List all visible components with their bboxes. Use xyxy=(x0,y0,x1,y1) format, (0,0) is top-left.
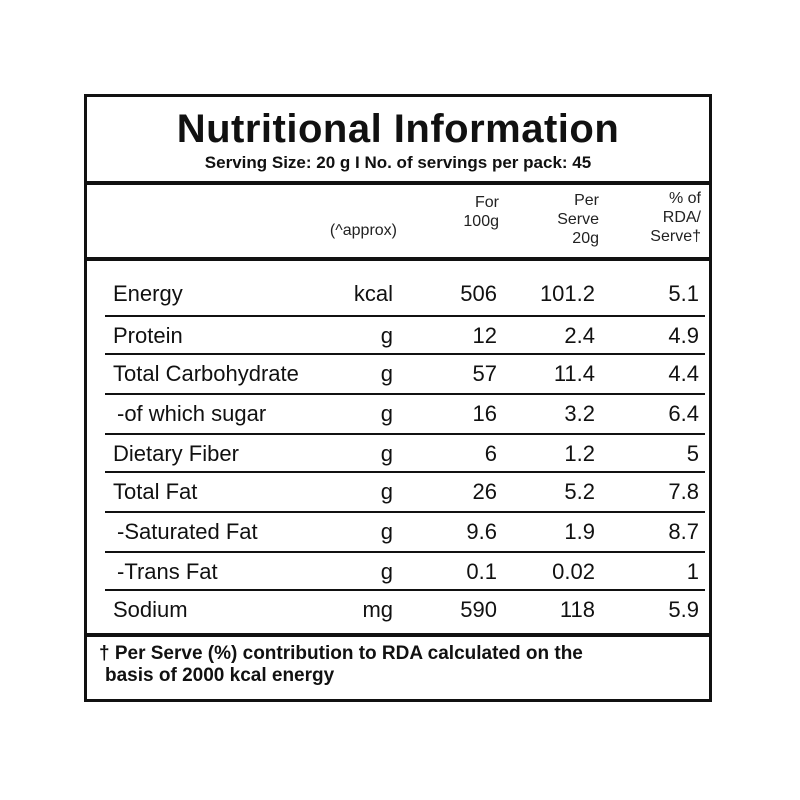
value-rda-percent: 4.4 xyxy=(668,361,699,386)
nutrient-unit: g xyxy=(380,401,393,426)
row-divider xyxy=(105,511,705,513)
value-per-serve: 3.2 xyxy=(564,401,595,426)
per-serve-header: Per Serve 20g xyxy=(533,191,599,248)
table-row: Sodium mg 590 118 5.9 xyxy=(87,591,709,631)
nutrient-name: Protein xyxy=(113,323,183,348)
nutrient-name: Total Fat xyxy=(113,479,198,504)
value-per-serve: 2.4 xyxy=(564,323,595,348)
value-rda-percent: 5.9 xyxy=(668,597,699,622)
nutrient-unit: g xyxy=(380,441,393,466)
nutrient-name: -Trans Fat xyxy=(117,559,218,584)
value-per-serve: 118 xyxy=(559,597,595,622)
row-divider xyxy=(105,353,705,355)
nutrient-unit: g xyxy=(380,559,393,584)
table-row: Energy kcal 506 101.2 5.1 xyxy=(87,275,709,315)
nutrition-label: Nutritional Information Serving Size: 20… xyxy=(84,94,712,702)
value-per-serve: 0.02 xyxy=(552,559,595,584)
table-row: -of which sugar g 16 3.2 6.4 xyxy=(87,395,709,435)
value-rda-percent: 5.1 xyxy=(668,281,699,306)
value-rda-percent: 4.9 xyxy=(668,323,699,348)
table-row: Total Carbohydrate g 57 11.4 4.4 xyxy=(87,355,709,395)
value-per-100g: 57 xyxy=(472,361,497,386)
label-title: Nutritional Information xyxy=(176,107,620,151)
row-divider xyxy=(105,551,705,553)
rda-header-line3: Serve† xyxy=(650,228,701,245)
row-divider xyxy=(105,471,705,473)
value-per-serve: 1.2 xyxy=(564,441,595,466)
row-divider xyxy=(105,589,705,591)
table-row: -Trans Fat g 0.1 0.02 1 xyxy=(87,553,709,593)
serving-info: Serving Size: 20 g I No. of servings per… xyxy=(204,153,592,172)
nutrient-unit: g xyxy=(380,519,393,544)
value-per-100g: 0.1 xyxy=(466,559,497,584)
row-divider xyxy=(105,315,705,317)
table-bottom-rule xyxy=(87,633,709,637)
footnote-line2: basis of 2000 kcal energy xyxy=(105,665,335,686)
value-rda-percent: 7.8 xyxy=(668,479,699,504)
per-serve-header-line3: 20g xyxy=(572,230,599,247)
per100-header-line1: For xyxy=(475,194,499,211)
per100-header-line2: 100g xyxy=(463,213,499,230)
footnote-line1: † Per Serve (%) contribution to RDA calc… xyxy=(99,643,583,664)
row-divider xyxy=(105,433,705,435)
value-rda-percent: 5 xyxy=(686,441,699,466)
table-row: Total Fat g 26 5.2 7.8 xyxy=(87,473,709,513)
value-per-100g: 9.6 xyxy=(466,519,497,544)
per100-header: For 100g xyxy=(447,193,499,231)
value-per-100g: 506 xyxy=(460,281,497,306)
nutrient-unit: mg xyxy=(362,597,393,622)
value-per-100g: 12 xyxy=(472,323,497,348)
nutrient-name: -of which sugar xyxy=(117,401,267,426)
value-rda-percent: 1 xyxy=(686,559,699,584)
nutrient-unit: g xyxy=(380,323,393,348)
nutrient-name: Sodium xyxy=(113,597,188,622)
nutrient-name: Energy xyxy=(113,281,183,306)
row-divider xyxy=(105,393,705,395)
table-row: -Saturated Fat g 9.6 1.9 8.7 xyxy=(87,513,709,553)
value-per-100g: 6 xyxy=(484,441,497,466)
header-bottom-rule xyxy=(87,257,709,261)
rda-header-line2: RDA/ xyxy=(662,209,701,226)
nutrient-unit: g xyxy=(380,361,393,386)
value-rda-percent: 8.7 xyxy=(668,519,699,544)
nutrient-unit: kcal xyxy=(353,281,393,306)
per-serve-header-line1: Per xyxy=(574,192,599,209)
value-per-serve: 5.2 xyxy=(564,479,595,504)
per-serve-header-line2: Serve xyxy=(557,211,599,228)
value-rda-percent: 6.4 xyxy=(668,401,699,426)
rda-header: % of RDA/ Serve† xyxy=(635,189,701,246)
value-per-100g: 16 xyxy=(472,401,497,426)
nutrient-name: Dietary Fiber xyxy=(113,441,239,466)
value-per-100g: 26 xyxy=(472,479,497,504)
value-per-serve: 1.9 xyxy=(564,519,595,544)
table-row: Dietary Fiber g 6 1.2 5 xyxy=(87,435,709,475)
value-per-serve: 11.4 xyxy=(553,361,595,386)
rda-header-line1: % of xyxy=(668,190,701,207)
approx-header: (^approx) xyxy=(329,222,397,239)
nutrient-unit: g xyxy=(380,479,393,504)
value-per-serve: 101.2 xyxy=(539,281,595,306)
header-top-rule xyxy=(87,181,709,185)
footnote: † Per Serve (%) contribution to RDA calc… xyxy=(99,643,699,687)
nutrient-name: Total Carbohydrate xyxy=(113,361,299,386)
nutrient-name: -Saturated Fat xyxy=(117,519,258,544)
value-per-100g: 590 xyxy=(460,597,497,622)
table-row: Protein g 12 2.4 4.9 xyxy=(87,317,709,357)
